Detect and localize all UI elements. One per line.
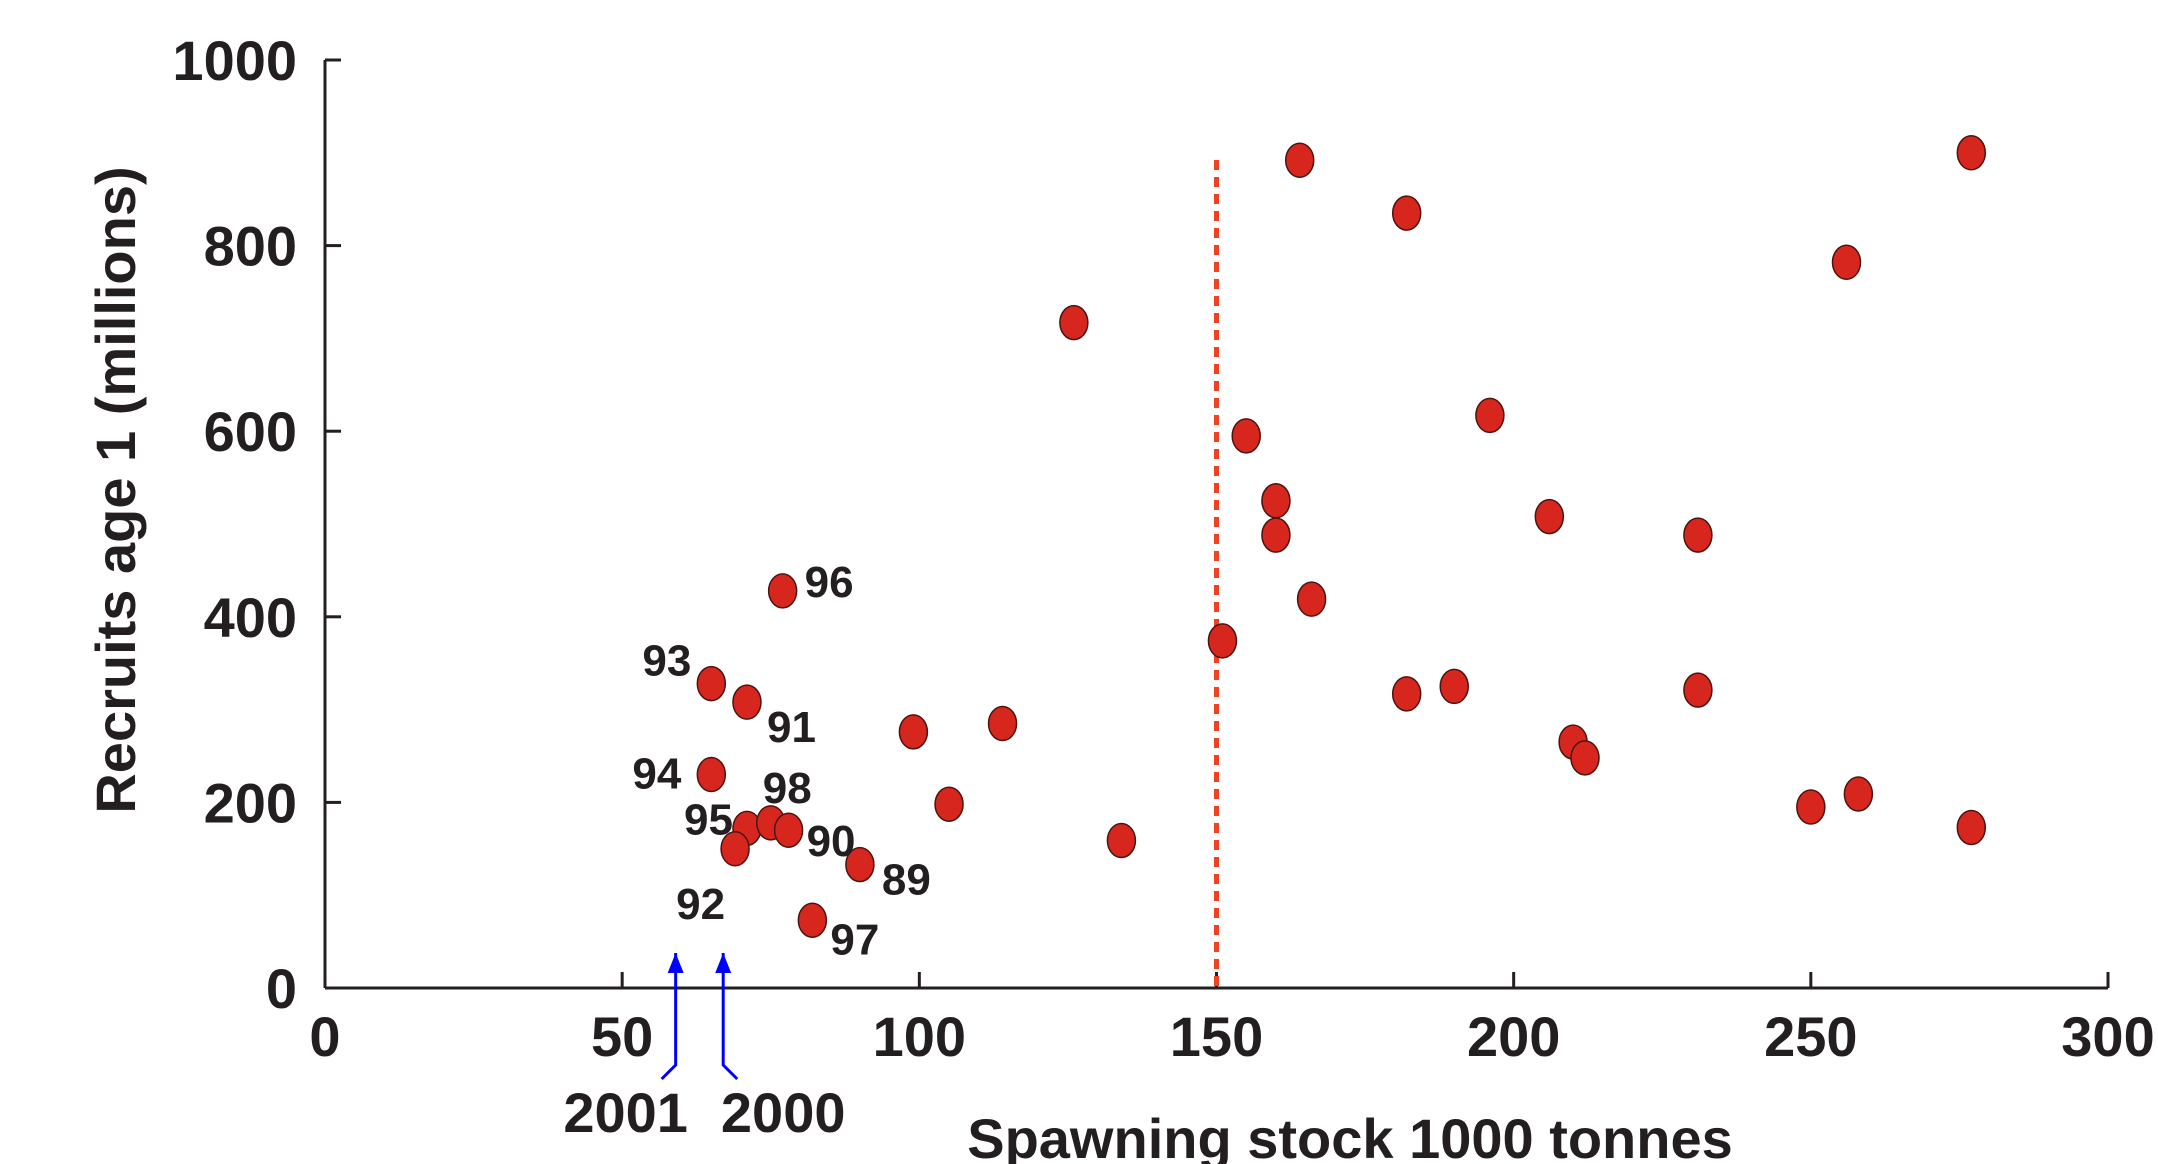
data-point-18	[1261, 517, 1291, 553]
data-point-2	[732, 684, 762, 720]
data-point-33	[1956, 135, 1987, 171]
data-point-17	[1261, 483, 1291, 519]
point-label-90: 90	[807, 817, 856, 866]
y-tick-label-0: 0	[266, 957, 297, 1020]
data-point-32	[1843, 776, 1874, 812]
data-point-20	[1284, 142, 1315, 178]
data-point-12	[934, 786, 964, 823]
point-label-98: 98	[763, 764, 812, 813]
y-tick-label-400: 400	[204, 586, 297, 649]
annotations-layer: 2001 2000	[563, 953, 845, 1144]
point-label-92: 92	[676, 880, 725, 929]
annotation-label-2000: 2000	[721, 1081, 846, 1144]
data-point-3	[696, 756, 727, 793]
x-axis-title: Spawning stock 1000 tonnes	[967, 1107, 1733, 1164]
data-point-27	[1570, 740, 1600, 776]
axes: 0 50 100 150 200 250 300 0 200 400 600 800 1000	[172, 29, 2154, 1068]
data-point-19	[1296, 581, 1327, 617]
point-label-89: 89	[882, 856, 931, 905]
point-label-97: 97	[830, 915, 879, 964]
data-point-16	[1231, 418, 1261, 454]
data-point-23	[1439, 668, 1469, 705]
data-point-30	[1796, 789, 1826, 825]
x-tick-label-50: 50	[591, 1005, 653, 1068]
data-point-10	[898, 714, 929, 750]
data-point-28	[1683, 517, 1713, 553]
data-point-15	[1207, 623, 1238, 659]
data-point-29	[1683, 672, 1713, 708]
y-tick-label-600: 600	[204, 400, 297, 463]
x-tick-label-150: 150	[1170, 1005, 1263, 1068]
annotation-arrowhead-2001	[667, 953, 684, 973]
point-label-96: 96	[805, 558, 854, 607]
data-point-31	[1831, 244, 1862, 281]
data-point-25	[1534, 498, 1565, 535]
data-point-6	[773, 812, 804, 848]
annotation-arrow-2001	[660, 953, 678, 1081]
data-point-8	[845, 846, 875, 883]
y-tick-label-200: 200	[204, 771, 297, 834]
point-label-91: 91	[767, 703, 816, 752]
data-point-22	[1391, 676, 1422, 712]
points-layer	[696, 135, 1987, 939]
data-point-0	[767, 573, 798, 609]
data-point-1	[696, 665, 727, 702]
data-point-9	[797, 902, 828, 939]
data-point-7	[720, 831, 750, 867]
annotation-label-2001: 2001	[563, 1081, 688, 1144]
y-tick-label-1000: 1000	[172, 29, 297, 92]
data-point-34	[1956, 809, 1987, 846]
data-point-24	[1475, 397, 1505, 434]
x-tick-label-0: 0	[309, 1005, 340, 1068]
annotation-arrowhead-2000	[715, 953, 732, 973]
x-tick-label-250: 250	[1764, 1005, 1857, 1068]
point-label-95: 95	[684, 795, 733, 844]
x-tick-label-300: 300	[2061, 1005, 2154, 1068]
point-label-93: 93	[642, 637, 691, 686]
x-tick-label-100: 100	[873, 1005, 966, 1068]
data-point-13	[1059, 304, 1089, 341]
annotation-arrow-2000	[721, 953, 739, 1081]
data-point-21	[1391, 195, 1422, 231]
data-point-14	[1106, 822, 1137, 859]
point-label-94: 94	[632, 750, 681, 799]
data-point-11	[987, 705, 1018, 742]
x-tick-label-200: 200	[1467, 1005, 1560, 1068]
y-tick-label-800: 800	[204, 215, 297, 278]
y-axis-title: Recruits age 1 (millions)	[84, 166, 147, 813]
